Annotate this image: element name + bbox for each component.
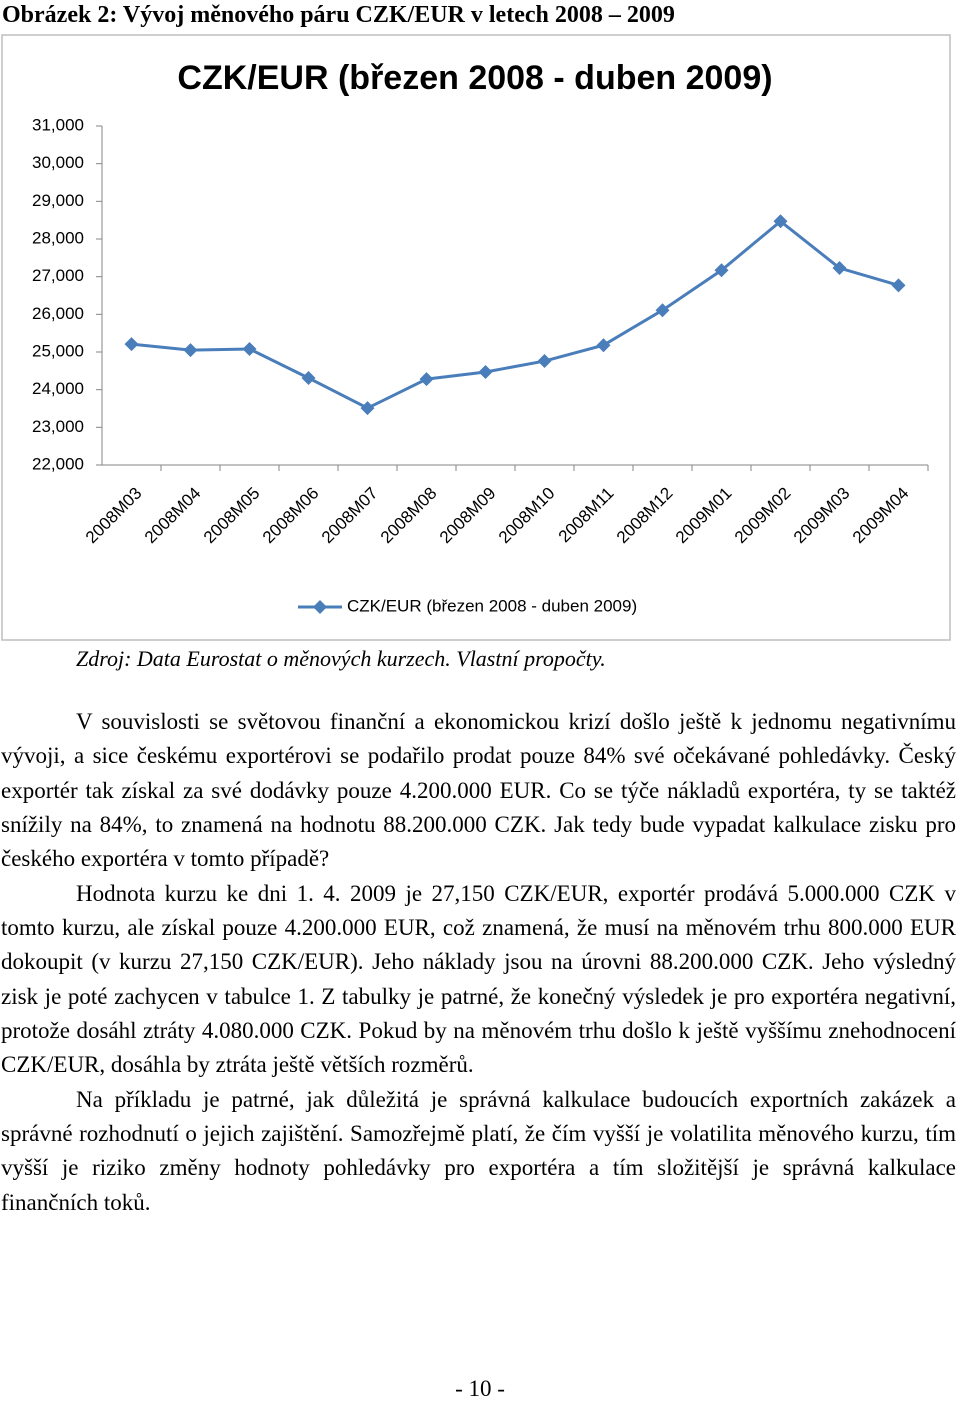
data-point [714, 263, 729, 278]
y-tick-label: 24,000 [32, 379, 84, 398]
data-point [537, 354, 552, 369]
y-tick-label: 25,000 [32, 341, 84, 360]
data-point [655, 303, 670, 318]
data-point [773, 214, 788, 229]
chart: CZK/EUR (březen 2008 - duben 2009) 22,00… [1, 34, 951, 641]
data-point [183, 343, 198, 358]
figure-caption: Obrázek 2: Vývoj měnového páru CZK/EUR v… [2, 2, 675, 28]
series-line [131, 219, 899, 410]
data-point [242, 341, 257, 356]
data-point [596, 338, 611, 353]
legend-label: CZK/EUR (březen 2008 - duben 2009) [347, 596, 637, 615]
y-tick-label: 28,000 [32, 228, 84, 247]
chart-title: CZK/EUR (březen 2008 - duben 2009) [177, 59, 772, 97]
y-tick-label: 27,000 [32, 266, 84, 285]
y-tick-label: 22,000 [32, 454, 84, 473]
y-tick-label: 30,000 [32, 153, 84, 172]
y-tick-label: 23,000 [32, 417, 84, 436]
y-tick-label: 26,000 [32, 304, 84, 323]
data-point [360, 401, 375, 416]
data-point [301, 370, 316, 385]
y-tick-label: 29,000 [32, 191, 84, 210]
y-tick-label: 31,000 [32, 115, 84, 134]
paragraph: Na příkladu je patrné, jak důležitá je s… [1, 1086, 956, 1215]
data-point [478, 364, 493, 379]
data-point [832, 261, 847, 276]
chart-frame [1, 34, 951, 641]
data-point [419, 372, 434, 387]
source-note: Zdroj: Data Eurostat o měnových kurzech.… [76, 646, 606, 671]
paragraph: Hodnota kurzu ke dni 1. 4. 2009 je 27,15… [1, 880, 956, 1078]
paragraph: V souvislosti se světovou finanční a eko… [1, 709, 956, 872]
data-point [891, 278, 906, 293]
legend-marker [313, 600, 327, 614]
data-point [124, 337, 139, 352]
page-number: - 10 - [455, 1376, 505, 1401]
body-text: V souvislosti se světovou finanční a eko… [1, 705, 956, 1220]
